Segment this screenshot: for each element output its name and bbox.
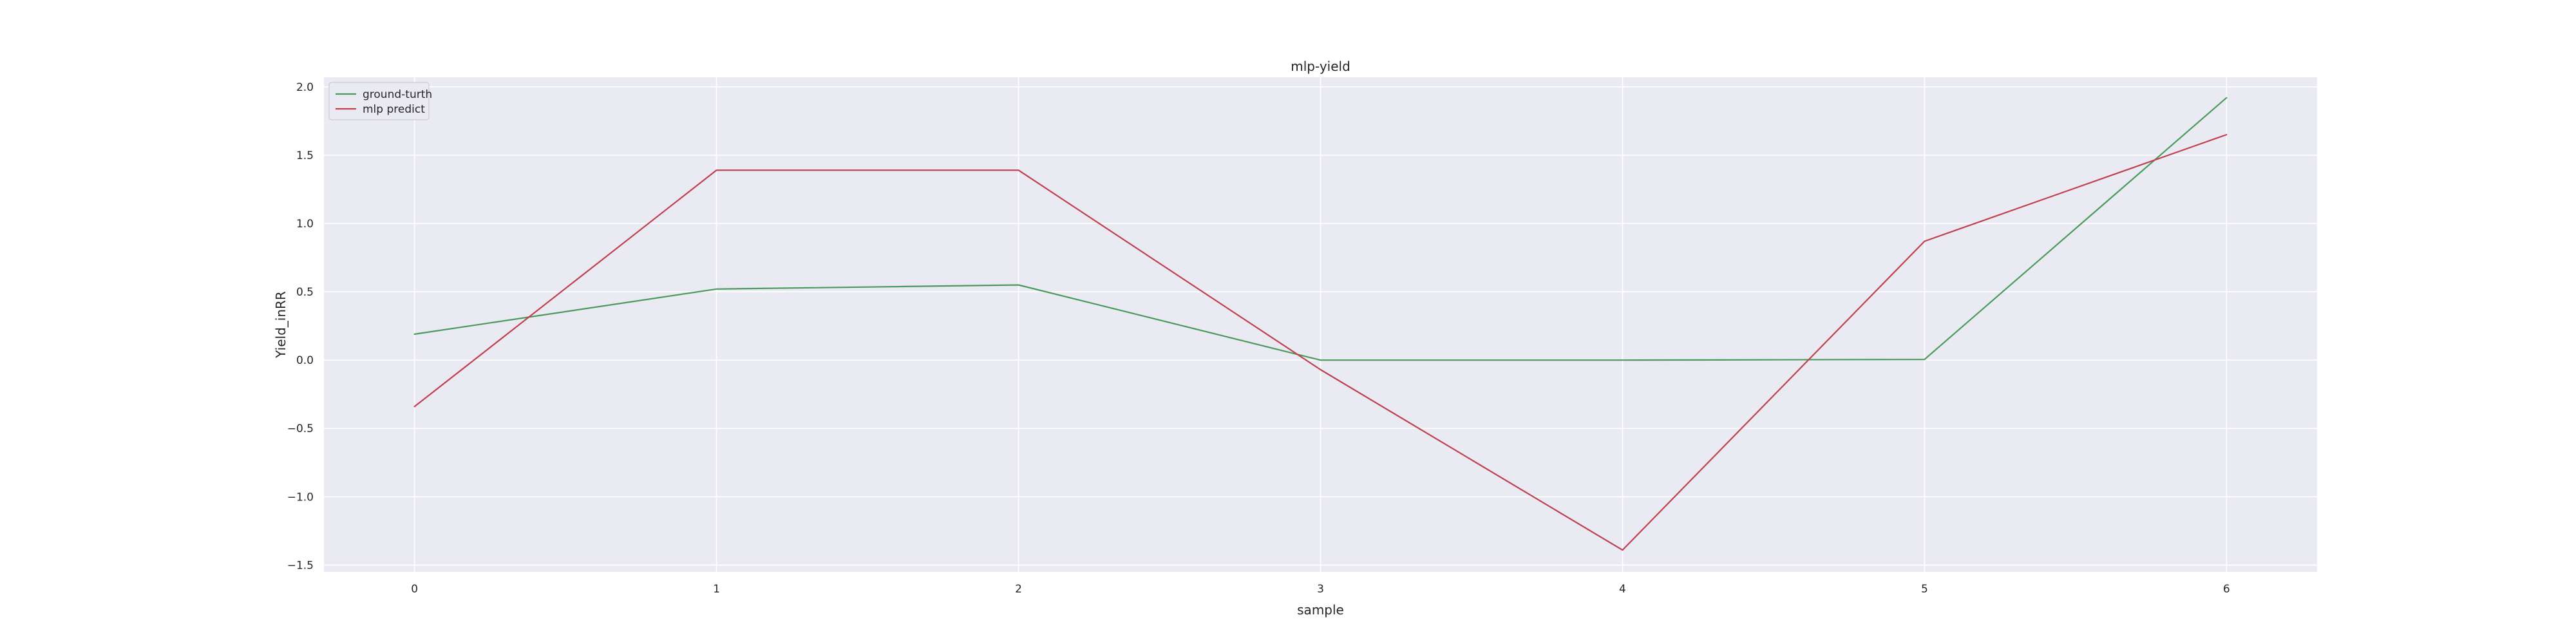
legend-label-0: ground-turth	[363, 88, 432, 101]
legend-label-1: mlp predict	[363, 103, 425, 116]
x-tick-label: 6	[2223, 583, 2230, 596]
x-tick-labels: 0 1 2 3 4 5 6	[411, 583, 2230, 596]
x-tick-label: 2	[1015, 583, 1022, 596]
chart-title: mlp-yield	[1291, 59, 1350, 74]
legend-box	[328, 82, 430, 120]
y-tick-label: 0.5	[296, 286, 314, 299]
x-tick-label: 4	[1619, 583, 1626, 596]
x-gridlines	[413, 77, 2228, 572]
x-tick-label: 3	[1317, 583, 1324, 596]
y-tick-labels: −1.5 −1.0 −0.5 0.0 0.5 1.0 1.5 2.0	[287, 81, 314, 573]
x-axis-label: sample	[1297, 602, 1344, 618]
y-tick-label: −0.5	[287, 422, 314, 435]
y-tick-label: 1.0	[296, 218, 314, 231]
legend: ground-turth mlp predict	[328, 82, 432, 120]
series-line-0	[413, 97, 2228, 361]
y-tick-label: 0.0	[296, 354, 314, 367]
y-axis-label: Yield_inRR	[273, 291, 289, 359]
x-tick-label: 0	[411, 583, 418, 596]
y-tick-label: 2.0	[296, 81, 314, 94]
y-tick-label: −1.0	[287, 491, 314, 504]
x-tick-label: 1	[713, 583, 720, 596]
y-tick-label: −1.5	[287, 559, 314, 572]
chart: 0 1 2 3 4 5 6 −1.5 −1.0 −0.5 0.0 0.5 1.0 1.5 2.0 mlp-…	[273, 59, 2317, 618]
series-line-1	[413, 134, 2228, 551]
y-tick-label: 1.5	[296, 149, 314, 162]
x-tick-label: 5	[1921, 583, 1928, 596]
series-layer	[413, 97, 2228, 551]
